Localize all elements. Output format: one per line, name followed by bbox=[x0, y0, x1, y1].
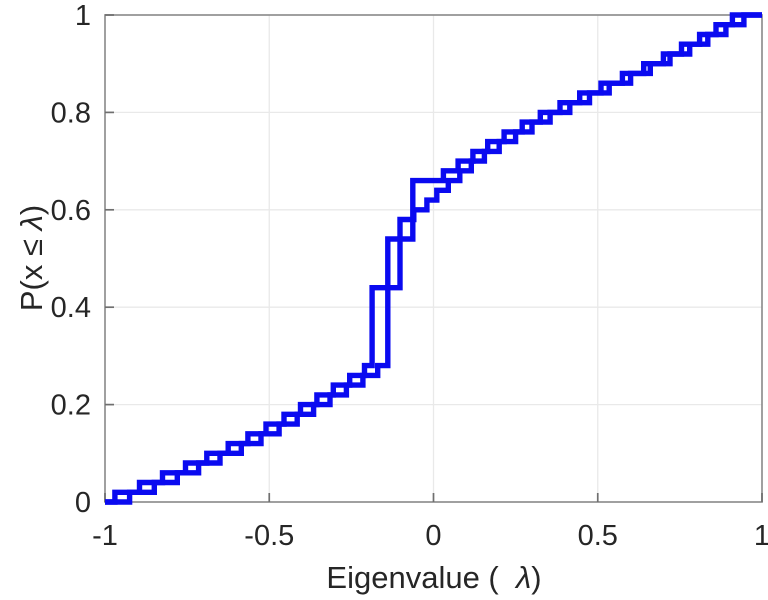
y-tick-label: 0.8 bbox=[51, 97, 91, 129]
x-tick-label: -0.5 bbox=[244, 520, 294, 552]
y-axis-label: P(x ≤ λ) bbox=[14, 205, 49, 311]
gridlines bbox=[105, 15, 762, 502]
x-tick-label: -1 bbox=[92, 520, 118, 552]
y-tick-label: 0.2 bbox=[51, 390, 91, 422]
y-tick-label: 0.4 bbox=[51, 292, 91, 324]
y-tick-label: 0.6 bbox=[51, 195, 91, 227]
tick-labels: -1 -0.5 0 0.5 1 0 0.2 0.4 0.6 0.8 1 bbox=[51, 0, 768, 552]
y-tick-label: 1 bbox=[75, 0, 91, 32]
x-axis-label: Eigenvalue ( λ) bbox=[326, 560, 541, 595]
x-tick-label: 1 bbox=[754, 520, 768, 552]
y-tick-label: 0 bbox=[75, 487, 91, 519]
x-tick-label: 0.5 bbox=[578, 520, 618, 552]
x-tick-label: 0 bbox=[425, 520, 441, 552]
series-group bbox=[105, 12, 762, 505]
ecdf-series-2 bbox=[105, 12, 762, 505]
